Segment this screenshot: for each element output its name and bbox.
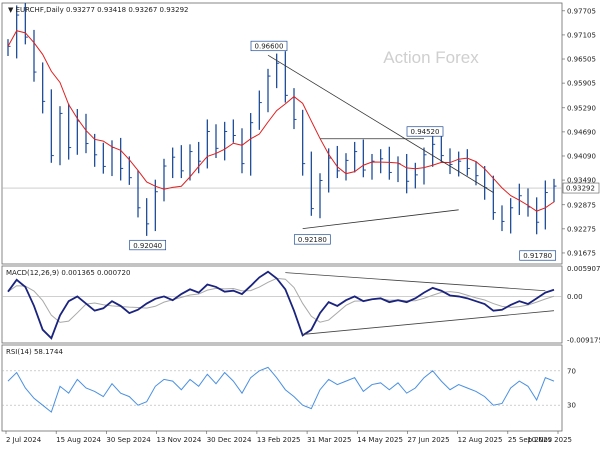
- x-tick-label: 13 Feb 2025: [257, 436, 301, 444]
- rsi-title: RSI(14) 58.1744: [6, 348, 63, 356]
- current-price-tag: [562, 182, 600, 194]
- x-tick-label: 30 Sep 2024: [106, 436, 151, 444]
- price-y-tick-label: 0.93490: [567, 177, 596, 185]
- annotation-box: [519, 250, 557, 261]
- macd-y-tick-label: -0.009175: [567, 337, 600, 345]
- x-tick-label: 14 May 2025: [357, 436, 403, 444]
- price-y-tick-label: 0.91675: [567, 249, 596, 257]
- trend-line-1: [267, 54, 494, 193]
- trend-line-2: [302, 209, 459, 230]
- price-y-tick-label: 0.97705: [567, 7, 596, 15]
- macd-y-tick-label: 0.005907: [567, 265, 600, 273]
- price-y-tick-label: 0.92875: [567, 201, 596, 209]
- macd-title: MACD(12,26,9) 0.001365 0.000720: [6, 269, 130, 277]
- price-y-tick-label: 0.97105: [567, 31, 596, 39]
- panel-frame-3: [1, 344, 563, 432]
- annotation-box: [406, 126, 444, 137]
- macd-signal-line: [7, 277, 555, 323]
- panel-frame-1: [1, 2, 563, 265]
- annotation-box: [129, 239, 167, 251]
- price-y-tick-label: 0.94090: [567, 152, 596, 160]
- macd-trend-line-upper: [285, 272, 546, 292]
- macd-trend-line-lower: [302, 310, 555, 335]
- price-y-tick-label: 0.95905: [567, 80, 596, 88]
- price-y-tick-label: 0.92275: [567, 225, 596, 233]
- x-tick-label: 30 Dec 2024: [207, 436, 252, 444]
- x-tick-label: 2 Jul 2024: [6, 436, 42, 444]
- annotation-label: 0.92180: [298, 236, 327, 244]
- annotation-label: 0.94520: [411, 128, 440, 136]
- price-y-tick-label: 0.95290: [567, 104, 596, 112]
- x-tick-label: 12 Aug 2025: [458, 436, 503, 444]
- annotation-label: 0.91780: [523, 252, 552, 260]
- rsi-y-tick-label: 30: [567, 402, 576, 410]
- annotation-label: 0.96600: [255, 43, 284, 51]
- x-tick-label: 13 Nov 2024: [157, 436, 202, 444]
- rsi-y-tick-label: 70: [567, 367, 576, 375]
- rsi-line: [7, 366, 555, 413]
- x-tick-label: 10 Nov 2025: [527, 436, 572, 444]
- annotation-box: [250, 40, 288, 52]
- annotation-box: [293, 234, 331, 245]
- watermark: Action Forex: [383, 48, 479, 67]
- moving-average-line: [7, 30, 555, 212]
- x-tick-label: 31 Mar 2025: [307, 436, 351, 444]
- macd-y-tick-label: 0.00: [567, 293, 583, 301]
- x-axis-area: [2, 345, 562, 449]
- price-y-tick-label: 0.96505: [567, 56, 596, 64]
- price-title: ▼ EURCHF,Daily 0.93277 0.93418 0.93267 0…: [8, 6, 188, 14]
- x-tick-label: 27 Jun 2025: [407, 436, 449, 444]
- macd-line: [7, 270, 555, 340]
- current-price-label: 0.93292: [566, 185, 595, 193]
- annotation-label: 0.92040: [133, 242, 162, 250]
- x-tick-label: 25 Sep 2025: [508, 436, 552, 444]
- price-y-tick-label: 0.94690: [567, 128, 596, 136]
- panel-frame-2: [1, 265, 563, 344]
- x-tick-label: 15 Aug 2024: [56, 436, 101, 444]
